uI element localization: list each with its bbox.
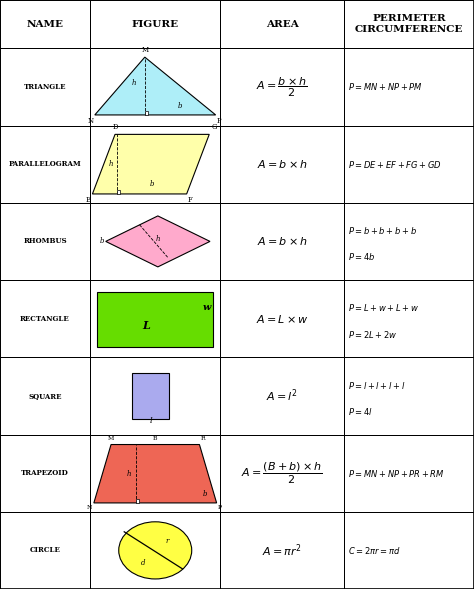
Text: l: l: [149, 416, 152, 425]
Text: E: E: [85, 196, 91, 204]
Bar: [90, 358, 220, 435]
Text: h: h: [127, 469, 131, 478]
Text: h: h: [155, 235, 160, 243]
Text: M: M: [108, 436, 114, 441]
Text: G: G: [211, 123, 217, 131]
Text: b: b: [100, 237, 104, 246]
Bar: [344, 280, 474, 358]
Text: TRIANGLE: TRIANGLE: [24, 83, 66, 91]
Bar: [0, 125, 90, 203]
Bar: [90, 125, 220, 203]
Bar: [90, 435, 220, 512]
Text: d: d: [140, 559, 145, 567]
Bar: [118, 190, 120, 194]
Text: N: N: [87, 117, 93, 125]
Bar: [344, 0, 474, 48]
Bar: [220, 280, 344, 358]
Bar: [97, 292, 213, 347]
Bar: [220, 0, 344, 48]
Text: $P=4b$: $P=4b$: [348, 252, 376, 262]
Text: N: N: [87, 505, 92, 510]
Text: R: R: [201, 436, 205, 441]
Bar: [90, 203, 220, 280]
Bar: [220, 435, 344, 512]
Text: $A=L\times w$: $A=L\times w$: [255, 313, 309, 325]
Text: $A = \pi r^{2}$: $A = \pi r^{2}$: [262, 542, 302, 559]
Text: $P=4l$: $P=4l$: [348, 406, 374, 417]
Bar: [0, 358, 90, 435]
Bar: [220, 358, 344, 435]
Text: $P=2L+2w$: $P=2L+2w$: [348, 329, 398, 340]
Text: PERIMETER
CIRCUMFERENCE: PERIMETER CIRCUMFERENCE: [355, 15, 463, 34]
Text: B: B: [153, 436, 157, 441]
Text: $P=l+l+l+l$: $P=l+l+l+l$: [348, 379, 406, 391]
Bar: [220, 512, 344, 589]
Bar: [344, 125, 474, 203]
Bar: [90, 512, 220, 589]
Text: $C=2\pi r=\pi d$: $C=2\pi r=\pi d$: [348, 545, 401, 556]
Text: $P=MN+NP+PM$: $P=MN+NP+PM$: [348, 81, 423, 92]
Text: b: b: [150, 180, 154, 188]
Text: $P=L+w+L+w$: $P=L+w+L+w$: [348, 302, 419, 313]
Bar: [90, 280, 220, 358]
Bar: [0, 280, 90, 358]
Bar: [136, 499, 138, 503]
Text: r: r: [165, 537, 169, 545]
Text: TRAPEZOID: TRAPEZOID: [21, 469, 69, 477]
Text: NAME: NAME: [27, 19, 64, 29]
Text: L: L: [142, 320, 150, 332]
Bar: [220, 48, 344, 125]
Bar: [90, 48, 220, 125]
Text: $A=l^{2}$: $A=l^{2}$: [266, 388, 298, 404]
Text: h: h: [132, 79, 136, 87]
Bar: [344, 203, 474, 280]
Text: w: w: [202, 303, 211, 312]
Polygon shape: [95, 57, 216, 115]
Bar: [132, 373, 169, 419]
Bar: [90, 0, 220, 48]
Text: $P=MN+NP+PR+RM$: $P=MN+NP+PR+RM$: [348, 468, 445, 479]
Text: P: P: [218, 505, 222, 510]
Text: FIGURE: FIGURE: [132, 19, 179, 29]
Text: PARALLELOGRAM: PARALLELOGRAM: [9, 160, 82, 168]
Bar: [344, 48, 474, 125]
Text: b: b: [178, 102, 182, 110]
Text: $A=b\times h$: $A=b\times h$: [256, 236, 308, 247]
Bar: [344, 435, 474, 512]
Polygon shape: [94, 445, 217, 503]
Text: AREA: AREA: [265, 19, 299, 29]
Bar: [145, 111, 148, 115]
Text: $P=DE+EF+FG+GD$: $P=DE+EF+FG+GD$: [348, 158, 442, 170]
Text: h: h: [109, 160, 114, 168]
Bar: [344, 358, 474, 435]
Bar: [0, 512, 90, 589]
Bar: [220, 125, 344, 203]
Text: $A=\dfrac{(B+b)\times h}{2}$: $A=\dfrac{(B+b)\times h}{2}$: [241, 461, 323, 486]
Polygon shape: [106, 216, 210, 267]
Text: RECTANGLE: RECTANGLE: [20, 315, 70, 323]
Text: $A=b\times h$: $A=b\times h$: [256, 158, 308, 170]
Bar: [0, 203, 90, 280]
Bar: [220, 203, 344, 280]
Bar: [0, 48, 90, 125]
Polygon shape: [92, 134, 209, 194]
Bar: [344, 512, 474, 589]
Ellipse shape: [118, 522, 191, 579]
Text: b: b: [203, 489, 208, 498]
Text: SQUARE: SQUARE: [28, 392, 62, 400]
Bar: [0, 435, 90, 512]
Text: $A=\dfrac{b\times h}{2}$: $A=\dfrac{b\times h}{2}$: [256, 75, 308, 98]
Text: F: F: [188, 196, 193, 204]
Text: D: D: [112, 123, 118, 131]
Text: CIRCLE: CIRCLE: [29, 547, 61, 554]
Text: $P=b+b+b+b$: $P=b+b+b+b$: [348, 225, 418, 236]
Text: RHOMBUS: RHOMBUS: [23, 237, 67, 246]
Bar: [0, 0, 90, 48]
Text: M: M: [141, 45, 148, 54]
Text: P: P: [217, 117, 222, 125]
